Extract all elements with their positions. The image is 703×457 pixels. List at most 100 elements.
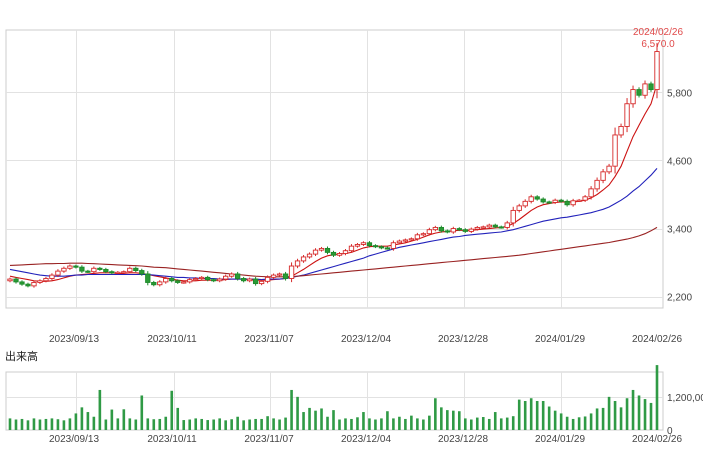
volume-bar-96[interactable] [583, 416, 587, 430]
volume-bar-18[interactable] [116, 418, 120, 430]
candle-72[interactable] [438, 225, 444, 233]
volume-bar-40[interactable] [248, 419, 251, 430]
volume-bar-51[interactable] [314, 410, 317, 430]
candle-61[interactable] [372, 244, 379, 249]
candle-39[interactable] [240, 276, 247, 283]
candle-28[interactable] [175, 279, 181, 284]
volume-bar-11[interactable] [74, 413, 78, 430]
candle-48[interactable] [294, 258, 301, 269]
candle-103[interactable] [624, 98, 630, 133]
volume-bar-46[interactable] [284, 417, 287, 430]
volume-bar-1[interactable] [14, 419, 18, 430]
volume-bar-80[interactable] [487, 418, 491, 430]
volume-bar-86[interactable] [523, 401, 527, 430]
candle-11[interactable] [73, 264, 79, 269]
candle-12[interactable] [79, 265, 85, 274]
volume-bar-73[interactable] [446, 410, 449, 430]
volume-bar-49[interactable] [302, 412, 305, 430]
candle-15[interactable] [97, 266, 103, 271]
volume-bar-67[interactable] [410, 415, 413, 430]
candle-67[interactable] [408, 237, 415, 242]
volume-bar-84[interactable] [511, 416, 515, 430]
volume-bar-85[interactable] [517, 399, 521, 430]
volume-bar-99[interactable] [601, 407, 605, 430]
volume-bar-30[interactable] [188, 419, 192, 430]
volume-bar-62[interactable] [380, 418, 383, 430]
candle-2[interactable] [19, 280, 25, 286]
candle-87[interactable] [528, 194, 534, 204]
candle-81[interactable] [492, 223, 498, 229]
volume-bar-70[interactable] [428, 415, 431, 430]
volume-bar-89[interactable] [541, 401, 545, 430]
candle-45[interactable] [276, 272, 283, 277]
candle-99[interactable] [600, 169, 606, 184]
volume-bar-82[interactable] [499, 418, 503, 430]
candle-23[interactable] [145, 271, 151, 286]
volume-bar-64[interactable] [392, 418, 395, 430]
volume-bar-50[interactable] [308, 407, 311, 430]
candle-69[interactable] [420, 232, 427, 237]
volume-bar-55[interactable] [338, 419, 341, 430]
volume-bar-88[interactable] [535, 401, 539, 430]
candle-1[interactable] [13, 277, 19, 284]
volume-bar-20[interactable] [128, 418, 132, 430]
volume-bar-97[interactable] [589, 413, 593, 430]
volume-bar-44[interactable] [272, 418, 275, 430]
candle-13[interactable] [85, 269, 91, 273]
volume-bar-7[interactable] [50, 418, 54, 430]
volume-bar-6[interactable] [44, 418, 48, 430]
volume-bar-95[interactable] [577, 417, 581, 430]
volume-bar-27[interactable] [170, 390, 174, 430]
volume-bar-8[interactable] [56, 419, 60, 430]
candle-44[interactable] [270, 273, 277, 279]
candle-70[interactable] [426, 227, 433, 236]
volume-bar-94[interactable] [571, 418, 575, 430]
candle-46[interactable] [282, 271, 289, 281]
candle-100[interactable] [606, 163, 612, 175]
volume-bar-91[interactable] [553, 410, 557, 430]
volume-bar-105[interactable] [637, 395, 641, 430]
volume-bar-81[interactable] [493, 412, 497, 430]
volume-bar-10[interactable] [68, 418, 72, 430]
volume-bar-83[interactable] [505, 417, 509, 430]
candle-24[interactable] [151, 280, 157, 287]
candle-33[interactable] [205, 275, 211, 282]
candle-98[interactable] [594, 177, 600, 192]
candle-74[interactable] [450, 226, 456, 234]
volume-bar-92[interactable] [559, 413, 563, 430]
candle-52[interactable] [318, 246, 325, 252]
candle-7[interactable] [49, 273, 55, 281]
candle-14[interactable] [91, 266, 97, 274]
volume-bar-78[interactable] [475, 417, 479, 430]
volume-bar-23[interactable] [146, 418, 150, 430]
candle-31[interactable] [193, 277, 199, 281]
candle-32[interactable] [199, 276, 205, 280]
volume-bar-31[interactable] [194, 418, 198, 430]
volume-bar-43[interactable] [266, 416, 269, 430]
candle-84[interactable] [510, 206, 516, 227]
candle-42[interactable] [258, 279, 265, 286]
candle-54[interactable] [330, 250, 337, 257]
candle-0[interactable] [7, 277, 13, 283]
candle-64[interactable] [390, 240, 397, 251]
volume-bar-34[interactable] [212, 419, 215, 430]
candle-89[interactable] [540, 197, 546, 204]
volume-bar-74[interactable] [452, 410, 455, 430]
candle-68[interactable] [414, 232, 421, 241]
volume-bar-26[interactable] [164, 416, 168, 430]
volume-bar-106[interactable] [643, 399, 647, 430]
volume-bar-76[interactable] [463, 418, 467, 430]
candle-16[interactable] [103, 267, 109, 274]
volume-bar-107[interactable] [649, 402, 653, 430]
volume-bar-16[interactable] [104, 419, 108, 430]
volume-bar-0[interactable] [8, 418, 12, 430]
volume-bar-68[interactable] [416, 418, 419, 430]
candle-104[interactable] [630, 85, 636, 108]
candle-83[interactable] [504, 220, 510, 230]
candle-9[interactable] [61, 266, 67, 273]
volume-bar-90[interactable] [547, 406, 551, 430]
candle-92[interactable] [558, 198, 564, 203]
candle-77[interactable] [468, 227, 474, 233]
candle-105[interactable] [636, 87, 642, 98]
